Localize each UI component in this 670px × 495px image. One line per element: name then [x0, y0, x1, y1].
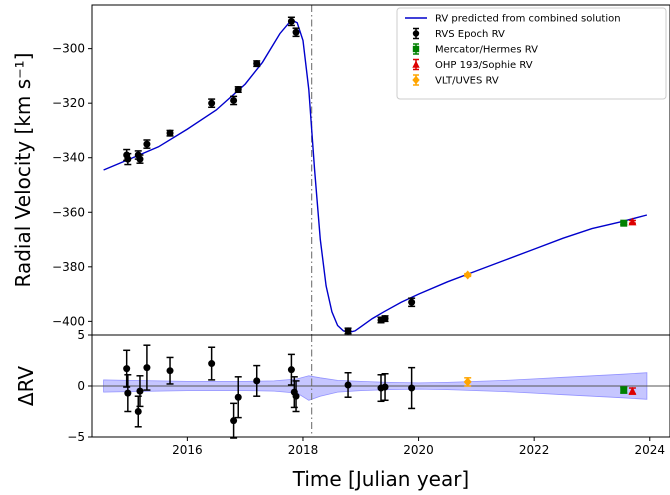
- rvs-epoch-rv-residual-point: [292, 392, 300, 400]
- rvs-epoch-rv-point: [234, 86, 242, 94]
- legend-label: RVS Epoch RV: [435, 29, 505, 40]
- y-tick-label: −400: [52, 314, 85, 328]
- x-tick-label: 2022: [519, 443, 550, 457]
- vlt-uves-rv-residual-point: [463, 377, 472, 387]
- rvs-epoch-rv-residual-point: [134, 408, 142, 415]
- ohp-193-sophie-rv-point: [628, 217, 637, 226]
- rvs-epoch-rv-residual-point: [253, 377, 261, 385]
- residual-y-ticks: 5 0 −5: [67, 328, 92, 444]
- legend-label: VLT/UVES RV: [435, 76, 499, 87]
- x-axis-label: Time [Julian year]: [292, 467, 470, 491]
- rvs-epoch-rv-point: [230, 96, 238, 104]
- y-tick-label: 0: [77, 379, 85, 393]
- rvs-epoch-rv-residual-point: [143, 364, 151, 372]
- legend-entry-rvs-epoch-rv: RVS Epoch RV: [412, 27, 505, 40]
- legend: RV predicted from combined solution RVS E…: [396, 7, 667, 100]
- x-ticks: 2016 2018 2020 2022 2024: [172, 437, 665, 457]
- legend-entry-mercator-hermes-rv: Mercator/Hermes RV: [412, 43, 538, 56]
- rvs-epoch-rv-residual-point: [136, 387, 144, 395]
- legend-swatch-marker: [412, 75, 420, 85]
- rvs-epoch-rv-point: [136, 155, 144, 163]
- main-y-ticks: −300 −320 −340 −360 −380 −400: [52, 42, 92, 328]
- legend-label: RV predicted from combined solution: [435, 14, 621, 25]
- mercator-hermes-rv-point: [620, 219, 628, 227]
- legend-entry-rv-predicted-from-combined-solution: RV predicted from combined solution: [405, 14, 621, 25]
- rvs-epoch-rv-residual-point: [230, 417, 238, 425]
- x-tick-label: 2024: [634, 443, 665, 457]
- legend-swatch-marker: [412, 45, 420, 53]
- rv-predicted-from-combined-solution-curve: [103, 19, 648, 334]
- rvs-epoch-rv-residual-point: [381, 383, 389, 391]
- vlt-uves-rv-point: [463, 270, 472, 280]
- legend-swatch-marker: [412, 30, 420, 37]
- rvs-epoch-rv-point: [408, 298, 416, 306]
- rvs-epoch-rv-residual-point: [287, 366, 295, 374]
- legend-label: OHP 193/Sophie RV: [435, 60, 533, 71]
- rvs-epoch-rv-point: [292, 28, 300, 36]
- legend-box: [396, 7, 667, 100]
- ohp-193-sophie-rv-residual-point: [628, 386, 637, 395]
- rvs-epoch-rv-residual-point: [123, 365, 131, 373]
- residual-panel: 5 0 −5 2016 2018 2020 2022 2024 ΔRV Time [Juli…: [14, 328, 670, 491]
- rvs-epoch-rv-point: [143, 140, 151, 148]
- y-tick-label: −340: [52, 151, 85, 165]
- legend-entry-vlt-uves-rv: VLT/UVES RV: [412, 74, 499, 87]
- rvs-epoch-rv-point: [253, 60, 261, 68]
- rvs-epoch-rv-point: [166, 129, 174, 137]
- x-tick-label: 2018: [288, 443, 319, 457]
- x-tick-label: 2020: [403, 443, 434, 457]
- rvs-epoch-rv-residual-point: [124, 389, 132, 397]
- legend-label: Mercator/Hermes RV: [435, 45, 538, 56]
- rvs-epoch-rv-point: [344, 327, 352, 335]
- y-tick-label: −360: [52, 205, 85, 219]
- y-tick-label: −380: [52, 260, 85, 274]
- rvs-epoch-rv-point: [124, 155, 132, 163]
- y-tick-label: −320: [52, 96, 85, 110]
- rvs-epoch-rv-residual-point: [166, 367, 174, 375]
- rvs-epoch-rv-residual-point: [408, 384, 416, 392]
- x-tick-label: 2016: [172, 443, 203, 457]
- residual-y-axis-label: ΔRV: [14, 366, 38, 406]
- y-tick-label: −5: [67, 430, 85, 444]
- rvs-epoch-rv-residual-point: [344, 381, 352, 389]
- y-tick-label: 5: [77, 328, 85, 342]
- y-tick-label: −300: [52, 42, 85, 56]
- legend-entry-ohp-193-sophie-rv: OHP 193/Sophie RV: [412, 58, 533, 71]
- legend-swatch-marker: [412, 60, 420, 68]
- rvs-epoch-rv-point: [381, 315, 389, 323]
- rvs-epoch-rv-residual-point: [234, 393, 242, 401]
- rvs-epoch-rv-point: [208, 99, 216, 107]
- mercator-hermes-rv-residual-point: [620, 386, 628, 394]
- main-y-axis-label: Radial Velocity [km s⁻¹]: [11, 53, 35, 288]
- rvs-epoch-rv-residual-point: [208, 360, 216, 368]
- rvs-epoch-rv-point: [287, 17, 295, 25]
